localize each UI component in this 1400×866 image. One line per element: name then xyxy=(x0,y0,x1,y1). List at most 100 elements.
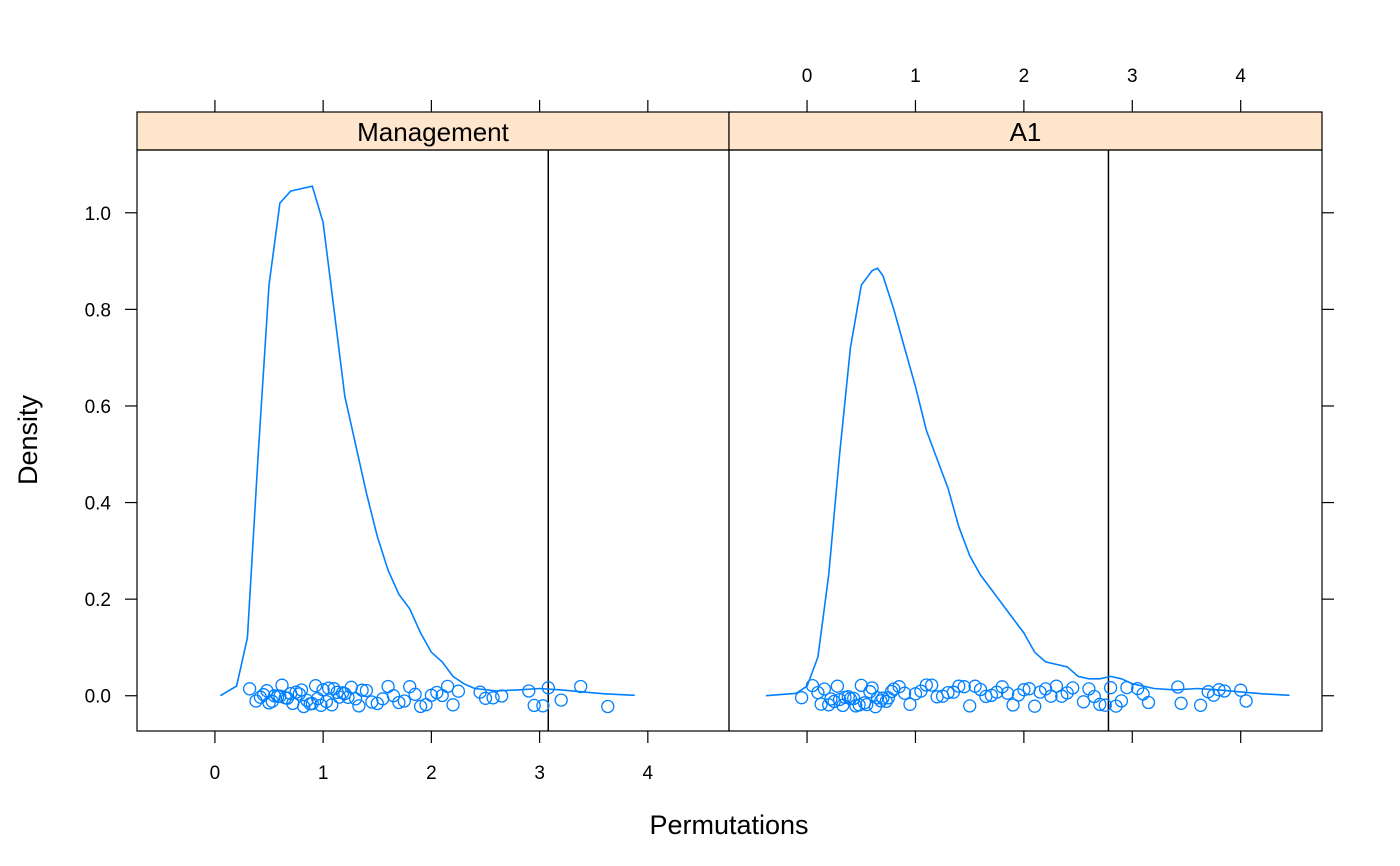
data-point xyxy=(1141,695,1156,710)
data-point xyxy=(355,683,369,697)
data-point xyxy=(876,691,890,705)
data-point xyxy=(1076,695,1091,709)
data-point xyxy=(408,687,422,701)
data-point xyxy=(1234,683,1248,697)
x-tick-label: 4 xyxy=(1235,66,1246,87)
data-point xyxy=(536,699,550,713)
data-point xyxy=(824,692,838,706)
data-point xyxy=(440,679,455,694)
data-point xyxy=(925,678,939,692)
data-point xyxy=(308,679,323,693)
data-point xyxy=(446,698,460,712)
data-point xyxy=(1217,684,1232,698)
panels: Management A1 xyxy=(136,111,1323,732)
x-tick-label: 2 xyxy=(1019,66,1030,87)
data-point xyxy=(854,678,868,693)
data-point xyxy=(1006,698,1020,712)
data-point xyxy=(275,678,289,692)
data-point xyxy=(952,679,966,693)
data-point xyxy=(963,699,977,713)
data-point xyxy=(294,683,309,697)
data-point xyxy=(1093,697,1107,712)
data-point xyxy=(1212,683,1226,697)
data-point xyxy=(486,691,500,705)
data-point xyxy=(1193,698,1208,712)
data-point xyxy=(794,691,809,705)
data-point xyxy=(381,679,395,694)
data-point xyxy=(852,698,866,712)
panel-management: Management xyxy=(136,111,730,732)
data-point xyxy=(1114,694,1129,708)
data-point xyxy=(1174,696,1188,710)
data-point xyxy=(1120,680,1134,695)
y-tick-label: 0.8 xyxy=(85,300,111,321)
data-point xyxy=(527,698,541,713)
x-tick-label: 3 xyxy=(1127,66,1138,87)
axes: 0 1 2 3 4 0 1 2 3 4 0.0 0.2 0.4 0.6 0.8 1.0 xyxy=(85,66,1334,784)
density-line-0 xyxy=(219,185,635,697)
strip-a1 xyxy=(728,111,1323,151)
panel-a1: A1 xyxy=(728,111,1323,732)
data-point xyxy=(554,693,568,707)
strip-label-management: Management xyxy=(357,117,510,147)
data-point xyxy=(256,688,271,702)
data-point xyxy=(1171,680,1185,694)
data-point xyxy=(870,691,885,705)
x-tick-label: 3 xyxy=(534,763,545,784)
y-tick-label: 1.0 xyxy=(85,204,111,225)
y-tick-label: 0.0 xyxy=(85,687,111,708)
data-point xyxy=(1028,699,1042,713)
data-point xyxy=(413,699,428,714)
data-point xyxy=(1098,698,1112,712)
data-point xyxy=(348,692,363,706)
y-tick-label: 0.2 xyxy=(85,590,111,611)
data-point xyxy=(1049,679,1064,693)
data-point xyxy=(352,699,366,713)
x-tick-label: 4 xyxy=(643,763,654,784)
data-point xyxy=(860,697,874,712)
data-point xyxy=(321,681,336,695)
x-tick-label: 2 xyxy=(426,763,437,784)
data-point xyxy=(392,695,406,710)
y-axis-title: Density xyxy=(13,394,43,485)
data-point xyxy=(478,691,493,705)
data-point xyxy=(341,690,355,704)
density-line-0 xyxy=(765,267,1290,697)
strip-management xyxy=(136,111,730,151)
data-point xyxy=(879,694,893,709)
data-point xyxy=(1017,683,1031,697)
data-point xyxy=(397,694,411,708)
data-point xyxy=(957,680,971,694)
panel-frame xyxy=(728,149,1323,732)
data-point xyxy=(316,683,330,697)
data-point xyxy=(941,685,955,700)
x-axis-title: Permutations xyxy=(649,810,808,840)
data-point xyxy=(574,679,588,694)
x-tick-label: 0 xyxy=(802,66,813,87)
data-point xyxy=(1239,694,1253,708)
x-tick-label: 1 xyxy=(910,66,921,87)
y-tick-label: 0.6 xyxy=(85,397,111,418)
data-point xyxy=(359,683,374,698)
strip-label-a1: A1 xyxy=(1010,117,1042,147)
data-point xyxy=(1044,689,1058,703)
data-point xyxy=(344,680,358,694)
data-point xyxy=(903,697,917,711)
panel-frame xyxy=(136,149,730,732)
x-tick-label: 0 xyxy=(210,763,221,784)
data-point xyxy=(1103,681,1118,695)
data-point xyxy=(451,684,466,698)
data-point xyxy=(522,684,536,698)
data-point xyxy=(495,689,509,703)
data-point xyxy=(325,698,339,712)
data-point xyxy=(874,694,888,708)
data-point xyxy=(817,682,832,696)
data-point xyxy=(830,679,845,693)
data-point xyxy=(1066,681,1080,695)
y-tick-label: 0.4 xyxy=(85,494,112,515)
data-point xyxy=(884,684,899,699)
data-point xyxy=(1000,686,1015,700)
data-point xyxy=(919,678,933,692)
data-point xyxy=(601,699,615,714)
